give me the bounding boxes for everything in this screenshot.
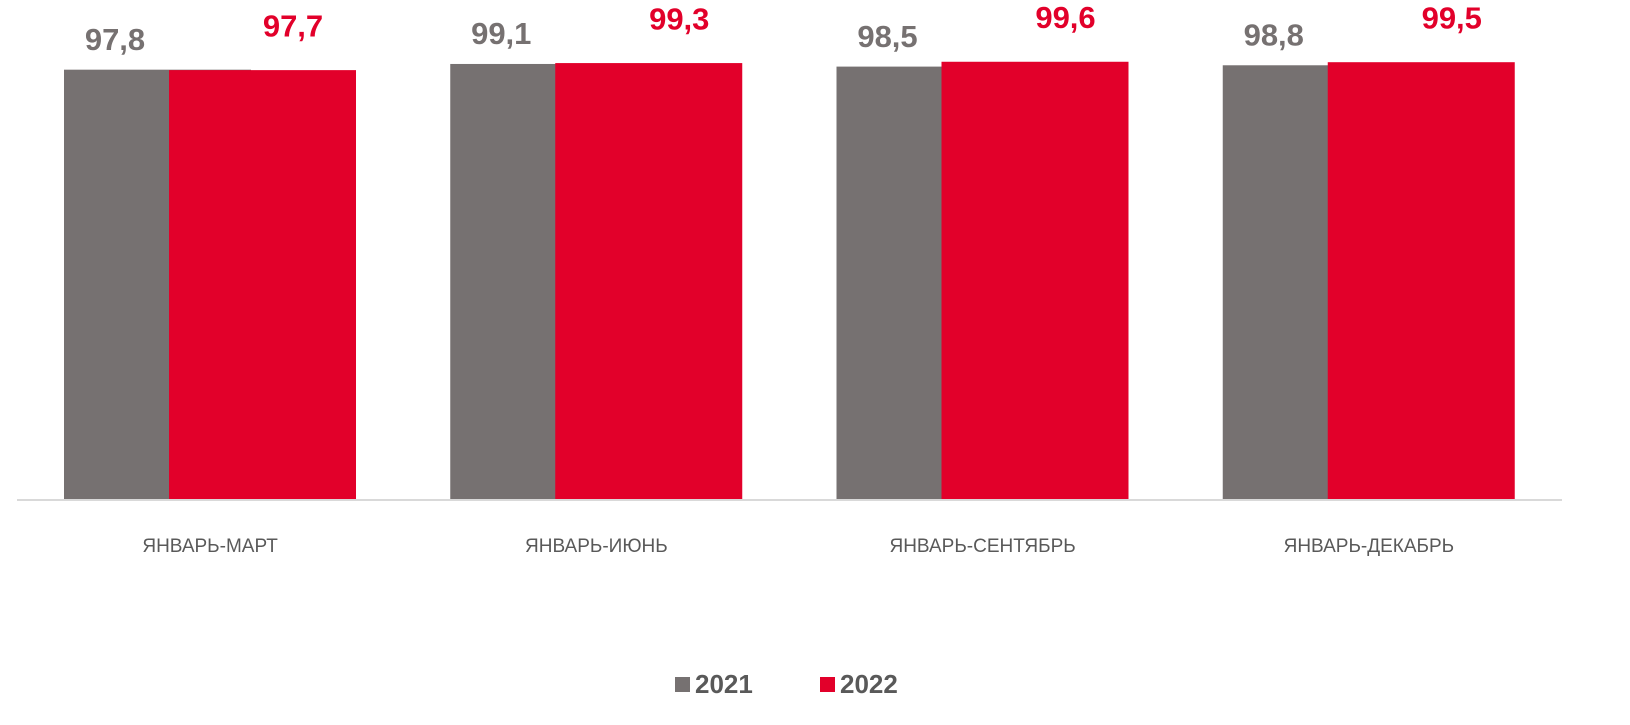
legend-label: 2022 (840, 669, 898, 699)
value-label: 98,5 (857, 19, 917, 54)
x-tick-label: ЯНВАРЬ-МАРТ (142, 536, 278, 557)
x-tick-label: ЯНВАРЬ-ДЕКАБРЬ (1284, 536, 1455, 557)
legend-swatch (820, 677, 835, 692)
legend-label: 2021 (695, 669, 753, 699)
value-label: 97,7 (263, 8, 323, 43)
bar (169, 70, 356, 501)
x-tick-label: ЯНВАРЬ-ИЮНЬ (525, 536, 668, 557)
x-tick-label: ЯНВАРЬ-СЕНТЯБРЬ (889, 536, 1075, 557)
value-label: 97,8 (85, 22, 145, 57)
value-label: 99,1 (471, 16, 531, 51)
value-label: 99,5 (1422, 0, 1482, 35)
bar (555, 63, 743, 501)
legend-swatch (675, 677, 690, 692)
value-label: 99,6 (1035, 0, 1095, 35)
bar (1327, 62, 1515, 500)
bar (941, 61, 1129, 500)
value-label: 98,8 (1244, 17, 1304, 52)
value-label: 99,3 (649, 1, 709, 36)
